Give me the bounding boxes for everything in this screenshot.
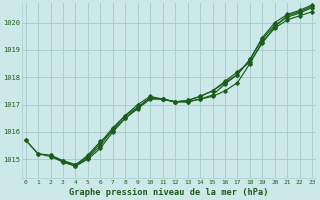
X-axis label: Graphe pression niveau de la mer (hPa): Graphe pression niveau de la mer (hPa) xyxy=(69,188,269,197)
